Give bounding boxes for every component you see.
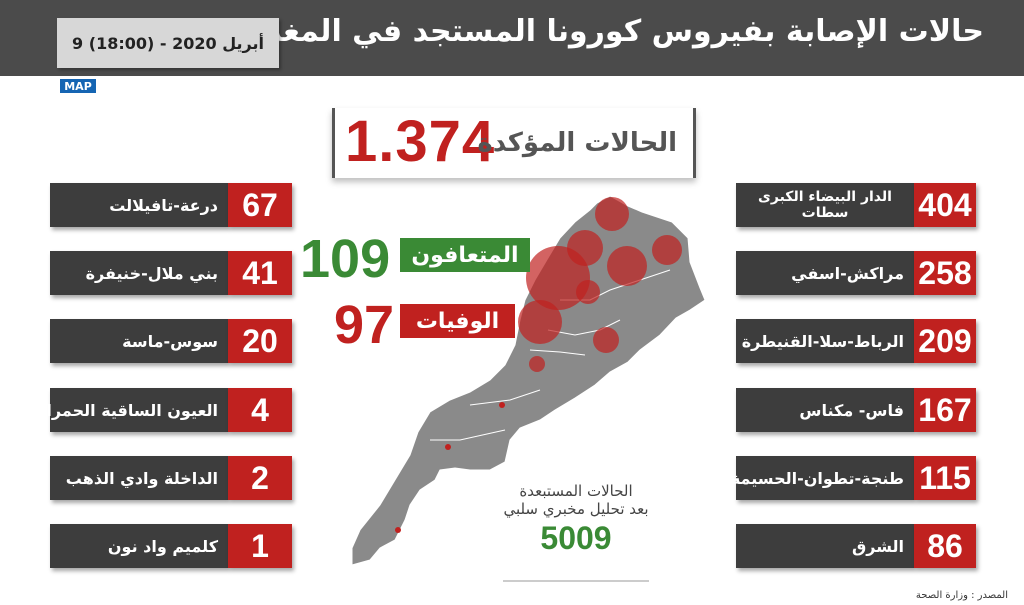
region-row: الشرق 86 [736, 524, 976, 568]
region-value: 209 [914, 319, 976, 363]
excluded-label-line1: الحالات المستبعدة [519, 482, 633, 500]
region-label: كلميم واد نون [50, 524, 228, 568]
excluded-value: 5009 [540, 520, 612, 556]
bubble-tanger [595, 197, 629, 231]
region-row: العيون الساقية الحمراء 4 [38, 388, 292, 432]
page-title: حالات الإصابة بفيروس كورونا المستجد في ا… [234, 14, 984, 49]
region-row: فاس- مكناس 167 [736, 388, 976, 432]
excluded-label-line2: بعد تحليل مخبري سلبي [503, 500, 649, 518]
region-row: الداخلة وادي الذهب 2 [50, 456, 292, 500]
bubble-fes [607, 246, 647, 286]
region-row: مراكش-اسفي 258 [736, 251, 976, 295]
region-value: 2 [228, 456, 292, 500]
region-label: سوس-ماسة [50, 319, 228, 363]
bubble-draa [593, 327, 619, 353]
region-row: الدار البيضاء الكبرى سطات 404 [736, 183, 976, 227]
bubble-souss [529, 356, 545, 372]
region-row: درعة-تافيلالت 67 [50, 183, 292, 227]
region-row: كلميم واد نون 1 [50, 524, 292, 568]
region-value: 1 [228, 524, 292, 568]
region-value: 167 [914, 388, 976, 432]
confirmed-panel: 1.374 الحالات المؤكدة [332, 108, 696, 178]
region-borders [430, 269, 671, 441]
region-value: 41 [228, 251, 292, 295]
excluded-divider [503, 580, 649, 582]
region-value: 258 [914, 251, 976, 295]
region-value: 404 [914, 183, 976, 227]
header-bar: حالات الإصابة بفيروس كورونا المستجد في ا… [0, 0, 1024, 76]
region-row: طنجة-تطوان-الحسيمة 115 [731, 456, 976, 500]
confirmed-label: الحالات المؤكدة [477, 128, 677, 158]
deaths-value: 97 [334, 295, 395, 355]
map-logo: MAP [60, 79, 96, 93]
bubble-guelmim [395, 527, 401, 533]
source-note: المصدر : وزارة الصحة [915, 590, 1008, 601]
bubble-oriental [652, 235, 682, 265]
region-label: الشرق [736, 524, 914, 568]
bubble-laayoune [499, 402, 505, 408]
region-value: 86 [914, 524, 976, 568]
excluded-panel: الحالات المستبعدة بعد تحليل مخبري سلبي 5… [497, 482, 655, 557]
region-value: 20 [228, 319, 292, 363]
region-label: طنجة-تطوان-الحسيمة [731, 456, 914, 500]
region-label: بني ملال-خنيفرة [50, 251, 228, 295]
case-bubbles [395, 197, 682, 533]
bubble-marrakech [518, 300, 562, 344]
bubble-dakhla [445, 444, 451, 450]
bubble-rabat [567, 230, 603, 266]
region-row: الرباط-سلا-القنيطرة 209 [736, 319, 976, 363]
region-value: 115 [914, 456, 976, 500]
region-value: 67 [228, 183, 292, 227]
region-label: العيون الساقية الحمراء [38, 388, 228, 432]
recovered-value: 109 [300, 229, 391, 289]
region-label: درعة-تافيلالت [50, 183, 228, 227]
confirmed-value: 1.374 [345, 109, 496, 174]
region-row: سوس-ماسة 20 [50, 319, 292, 363]
region-label: مراكش-اسفي [736, 251, 914, 295]
region-label: الداخلة وادي الذهب [50, 456, 228, 500]
region-label-line1: الدار البيضاء الكبرى [758, 189, 892, 205]
region-label-line2: سطات [801, 205, 849, 221]
region-row: بني ملال-خنيفرة 41 [50, 251, 292, 295]
recovered-label: المتعافون [400, 238, 530, 272]
deaths-label: الوفيات [400, 304, 515, 338]
region-value: 4 [228, 388, 292, 432]
region-label: الرباط-سلا-القنيطرة [736, 319, 914, 363]
region-label: فاس- مكناس [736, 388, 914, 432]
date-badge: 9 أبريل 2020 - (18:00) [57, 18, 279, 68]
bubble-benimellal [576, 280, 600, 304]
region-label: الدار البيضاء الكبرى سطات [736, 183, 914, 227]
